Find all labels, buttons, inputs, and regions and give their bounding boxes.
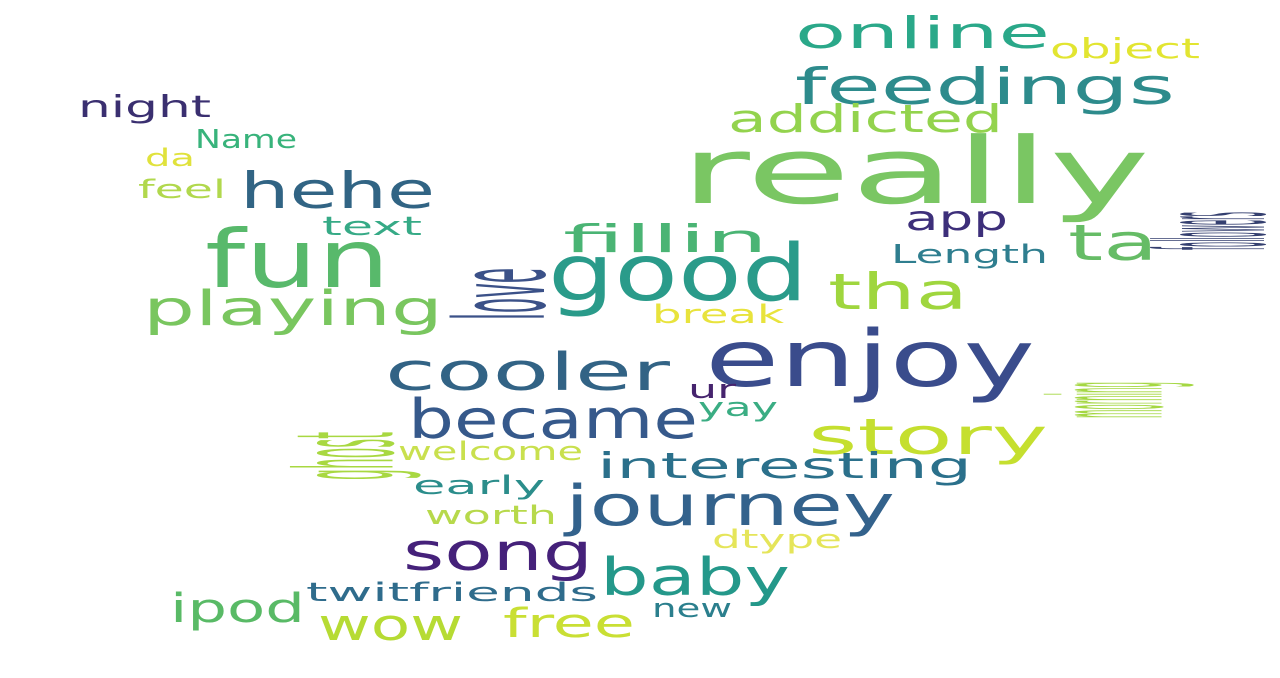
cloud-word-followers: followers [1126, 212, 1280, 250]
cloud-word-playing: playing [143, 281, 443, 337]
cloud-word-ur: ur [688, 375, 737, 405]
cloud-word-yay: yay [698, 393, 778, 423]
cloud-word-morning: morning [1018, 382, 1199, 418]
cloud-word-baby: baby [600, 548, 790, 608]
cloud-word-online: online [795, 8, 1050, 59]
cloud-word-story: story [808, 408, 1048, 466]
cloud-word-interesting: interesting [597, 446, 972, 487]
cloud-word-became: became [408, 388, 698, 451]
cloud-word-love: love [430, 268, 574, 320]
cloud-word-text: text [322, 212, 422, 242]
cloud-word-fillin: fillin [563, 217, 768, 261]
cloud-word-enjoy: enjoy [705, 315, 1035, 405]
cloud-word-twitfriends: twitfriends [306, 578, 598, 608]
cloud-word-hehe: hehe [240, 162, 435, 220]
cloud-word-cooler: cooler [385, 343, 671, 403]
cloud-word-app: app [905, 199, 1008, 239]
cloud-word-worth: worth [425, 501, 557, 531]
cloud-word-dtype: dtype [712, 525, 842, 555]
cloud-word-really: really [680, 118, 1150, 225]
cloud-word-night: night [78, 90, 211, 125]
cloud-word-tha: tha [828, 263, 968, 321]
cloud-word-welcome: welcome [398, 437, 583, 467]
cloud-word-object: object [1050, 32, 1200, 65]
cloud-word-early: early [413, 471, 545, 501]
cloud-word-name: Name [195, 125, 297, 155]
cloud-word-journey: journey [562, 474, 895, 539]
cloud-word-fun: fun [205, 213, 390, 306]
cloud-word-length: Length [891, 240, 1048, 270]
cloud-word-new: new [652, 594, 732, 624]
cloud-word-ipod: ipod [170, 586, 305, 632]
cloud-word-feel: feel [138, 175, 226, 205]
cloud-word-da: da [145, 144, 195, 172]
cloud-word-good: good [548, 229, 808, 319]
cloud-word-song: song [403, 523, 593, 583]
cloud-word-ta: ta [1068, 214, 1158, 272]
cloud-word-break: break [652, 300, 784, 330]
cloud-word-wow: wow [318, 600, 463, 651]
cloud-word-addicted: addicted [728, 97, 1003, 141]
cloud-word-ghost: ghost [268, 432, 425, 480]
cloud-word-free: free [503, 601, 635, 647]
cloud-word-feedings: feedings [795, 58, 1175, 116]
